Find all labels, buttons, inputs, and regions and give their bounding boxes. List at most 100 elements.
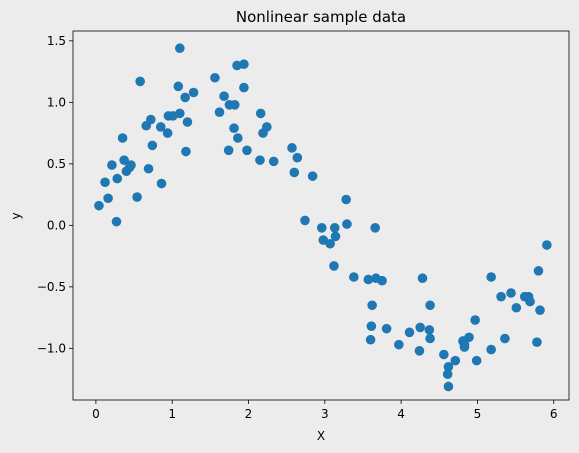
data-point <box>443 381 454 392</box>
y-tick-label: 0.5 <box>47 157 66 171</box>
data-point <box>292 152 303 163</box>
data-point <box>229 123 239 133</box>
x-tick-label: 1 <box>168 407 176 421</box>
data-point <box>535 305 545 316</box>
x-tick-label: 6 <box>550 407 558 421</box>
data-point <box>268 156 279 167</box>
data-point <box>147 140 158 151</box>
plot-frame <box>72 30 570 401</box>
data-point <box>377 275 387 286</box>
data-point <box>329 223 340 233</box>
data-point <box>182 117 193 127</box>
data-point <box>370 223 380 233</box>
x-tick-label: 2 <box>245 407 253 421</box>
data-point <box>135 76 145 87</box>
data-point <box>415 322 426 333</box>
data-point <box>229 100 240 110</box>
data-point <box>500 333 510 344</box>
data-point <box>239 59 249 70</box>
data-point <box>255 108 266 119</box>
data-point <box>181 146 191 157</box>
data-point <box>210 72 220 83</box>
y-tick-label: 1.5 <box>47 34 66 48</box>
data-point <box>459 339 470 350</box>
data-point <box>381 323 392 334</box>
data-point <box>424 325 435 335</box>
y-tick-label: −1.0 <box>37 341 66 355</box>
data-point <box>156 178 167 189</box>
data-point <box>219 91 229 101</box>
data-point <box>107 160 117 170</box>
data-point <box>470 315 480 325</box>
data-point <box>450 355 461 366</box>
data-point <box>511 302 522 313</box>
data-point <box>325 238 335 249</box>
data-point <box>146 114 156 125</box>
y-tick-label: 1.0 <box>47 95 66 109</box>
data-point <box>255 155 265 165</box>
data-point <box>330 231 341 242</box>
data-point <box>394 339 404 350</box>
data-point <box>239 82 249 93</box>
data-point <box>366 321 377 332</box>
data-point <box>180 92 190 103</box>
plot-area <box>73 31 569 400</box>
data-point <box>175 108 185 119</box>
data-point <box>94 200 104 211</box>
y-tick-label: 0.0 <box>47 218 66 232</box>
data-point <box>188 87 199 98</box>
data-point <box>329 261 339 271</box>
data-point <box>307 171 318 181</box>
y-axis-label: y <box>9 212 23 219</box>
data-point <box>414 346 425 356</box>
data-point <box>214 107 225 117</box>
data-point <box>506 288 516 298</box>
data-point <box>532 337 542 347</box>
data-point <box>233 133 243 143</box>
x-tick-label: 0 <box>92 407 100 421</box>
data-point <box>425 300 435 311</box>
plot-background <box>73 31 569 400</box>
data-points <box>94 43 552 392</box>
data-point <box>175 43 185 54</box>
data-point <box>486 344 496 355</box>
data-point <box>242 145 252 156</box>
data-point <box>155 122 166 132</box>
data-point <box>417 273 428 284</box>
x-axis-ticks: 0 1 2 3 4 5 6 <box>92 400 558 421</box>
data-point <box>496 291 506 302</box>
data-point <box>442 369 453 379</box>
data-point <box>173 81 184 92</box>
data-point <box>262 122 272 132</box>
data-point <box>119 155 129 165</box>
data-point <box>363 274 374 285</box>
data-point <box>425 333 435 344</box>
x-tick-label: 3 <box>321 407 329 421</box>
data-point <box>464 332 474 343</box>
data-point <box>542 240 552 250</box>
data-point <box>349 272 359 282</box>
x-tick-label: 4 <box>397 407 405 421</box>
data-point <box>365 334 376 345</box>
data-point <box>112 173 123 184</box>
data-point <box>143 163 154 174</box>
chart-title: Nonlinear sample data <box>236 8 406 26</box>
data-point <box>111 216 122 227</box>
data-point <box>367 300 377 311</box>
data-point <box>533 266 544 276</box>
data-point <box>443 361 454 372</box>
y-axis-ticks: −1.0 −0.5 0.0 0.5 1.0 1.5 <box>37 34 73 355</box>
data-point <box>486 272 496 282</box>
data-point <box>316 223 327 233</box>
data-point <box>525 296 535 307</box>
data-point <box>162 128 173 138</box>
y-tick-label: −0.5 <box>37 280 66 294</box>
x-axis-label: X <box>317 429 325 443</box>
data-point <box>103 193 113 204</box>
data-point <box>126 160 136 170</box>
data-point <box>289 167 300 178</box>
data-point <box>287 143 297 153</box>
data-point <box>471 355 482 366</box>
data-point <box>117 133 128 143</box>
